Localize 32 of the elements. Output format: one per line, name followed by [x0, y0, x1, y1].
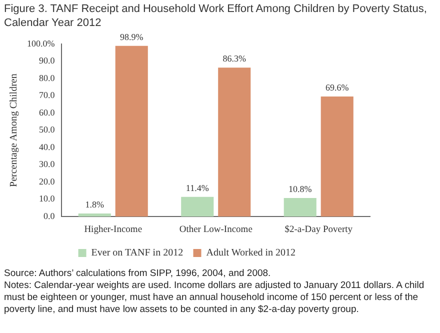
x-tick-label: $2-a-Day Poverty	[284, 224, 353, 235]
data-label: 10.8%	[288, 184, 312, 194]
y-tick-label: 0.0	[43, 210, 56, 221]
y-tick-label: 60.0	[38, 107, 56, 118]
bar	[181, 196, 214, 217]
x-tick-label: Higher-Income	[84, 224, 142, 235]
data-label: 1.8%	[85, 199, 104, 210]
bar	[115, 46, 148, 217]
data-label: 69.6%	[325, 82, 350, 92]
bar	[284, 198, 316, 217]
y-tick-label: 100.0%	[26, 38, 56, 48]
x-tick-label: Other Low-Income	[179, 224, 252, 235]
text: Notes: Calendar-year weights are used. Income dollars are adjusted to January 2011 dollars. A child must be eighteen or younger, must have an annual household income of 150 percent or less of the poverty line, and must have low assets to be counted in any $2-a-day poverty group.	[4, 280, 426, 316]
data-label: 11.4%	[186, 182, 210, 193]
source-note: Source: Authors’ calculations from SIPP, 1996, 2004, and 2008.	[4, 268, 272, 280]
y-tick-label: 40.0	[38, 142, 56, 152]
chart-title: Figure 3. TANF Receipt and Household Work Effort Among Children by Poverty Status, Calendar Year 2012	[3, 2, 428, 30]
y-tick-label: 30.0	[38, 159, 56, 170]
bar	[218, 68, 251, 217]
y-tick-label: 20.0	[38, 176, 56, 186]
y-tick-label: 80.0	[38, 72, 56, 83]
y-tick-label: 10.0	[38, 194, 56, 204]
y-tick-label: 90.0	[38, 56, 56, 66]
legend-label: Adult Worked in 2012	[206, 248, 296, 259]
legend-label: Ever on TANF in 2012	[91, 248, 184, 259]
bar	[78, 213, 111, 217]
y-tick-label: 50.0	[38, 124, 56, 135]
data-label: 98.9%	[120, 32, 144, 42]
y-axis-title: Percentage Among Children	[8, 74, 20, 187]
bar	[320, 96, 354, 217]
y-tick-label: 70.0	[38, 90, 56, 100]
data-label: 86.3%	[222, 54, 246, 64]
